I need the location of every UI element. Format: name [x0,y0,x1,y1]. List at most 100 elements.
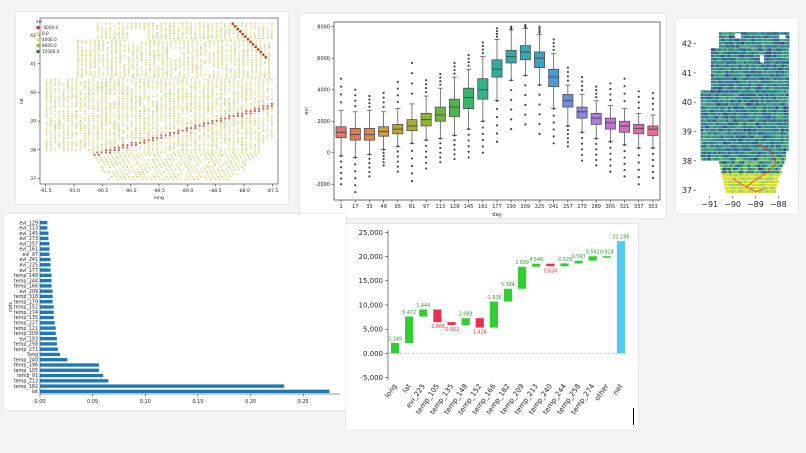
scatter-point [207,113,209,115]
map-cell [777,35,780,38]
map-cell [726,48,729,51]
map-cell [758,122,761,125]
map-cell [776,77,779,80]
scatter-point [244,35,247,38]
scatter-point [141,47,143,49]
map-cell [723,100,726,103]
scatter-point [71,149,73,151]
scatter-point [109,83,111,85]
scatter-point [255,62,257,64]
scatter-point [54,149,56,151]
scatter-point [194,98,196,100]
outlier [411,165,413,167]
scatter-point [224,115,226,117]
scatter-point [132,57,134,59]
scatter-point [267,35,269,37]
map-cell [739,71,742,74]
outlier [425,150,427,152]
map-cell [756,135,759,138]
scatter-point [105,23,107,25]
map-cell [751,68,754,71]
scatter-point [118,81,120,83]
outlier [496,100,498,102]
scatter-point [139,127,141,129]
map-cell [758,113,761,116]
scatter-point [268,76,270,78]
outlier [609,159,611,161]
scatter-point [75,125,77,127]
y-tick-label: 2000 [317,119,330,125]
scatter-point [238,62,240,64]
map-cell [711,142,714,145]
scatter-point [173,147,175,149]
map-cell [736,90,739,93]
scatter-point [220,86,222,88]
scatter-point [199,144,201,146]
scatter-point [143,127,145,129]
scatter-point [258,147,260,149]
outlier [439,161,441,163]
map-cell [776,139,779,142]
scatter-point [170,42,172,44]
scatter-point [84,132,86,134]
map-cell [736,113,739,116]
scatter-point [241,79,243,81]
scatter-point [194,37,196,39]
x-tick-label: −89 [747,200,764,209]
map-cell [733,68,736,71]
scatter-point [124,176,126,178]
scatter-point [170,44,172,46]
scatter-point [101,93,103,95]
scatter-point [216,81,218,83]
scatter-point [187,49,189,51]
map-cell [762,35,765,38]
outlier [595,93,597,95]
scatter-point [251,54,253,56]
scatter-point [199,100,201,102]
scatter-point [145,74,147,76]
scatter-point [267,115,269,117]
map-cell [776,148,779,151]
outlier [354,100,356,102]
scatter-point [245,81,247,83]
map-cell [728,55,731,58]
scatter-point [145,49,147,51]
scatter-point [203,100,205,102]
scatter-point [105,152,107,154]
map-cell [736,93,739,96]
map-cell [781,132,784,135]
map-cell [713,90,716,93]
scatter-point [166,62,168,64]
outlier [609,99,611,101]
scatter-point [199,120,201,122]
legend-swatch [36,26,39,29]
scatter-point [84,127,86,129]
scatter-point [254,79,256,81]
scatter-point [165,149,167,151]
map-cell [734,171,737,174]
scatter-point [267,134,269,136]
map-cell [743,126,746,129]
map-cell [701,113,704,116]
scatter-point [245,98,247,100]
scatter-point [118,108,120,110]
scatter-point [224,103,226,105]
map-cell [779,100,782,103]
scatter-point [135,144,137,146]
map-cell [751,158,754,161]
scatter-point [211,108,213,110]
scatter-point [162,47,164,49]
scatter-point [224,110,226,112]
scatter-point [228,23,230,25]
y-tick-label: lat [32,389,38,395]
scatter-point [177,100,179,102]
scatter-point [245,93,247,95]
outlier [581,137,583,139]
scatter-point [114,103,116,105]
scatter-point [101,115,103,117]
scatter-point [203,86,205,88]
map-cell [744,87,747,90]
map-cell [741,190,744,193]
map-cell [708,119,711,122]
map-cell [716,87,719,90]
